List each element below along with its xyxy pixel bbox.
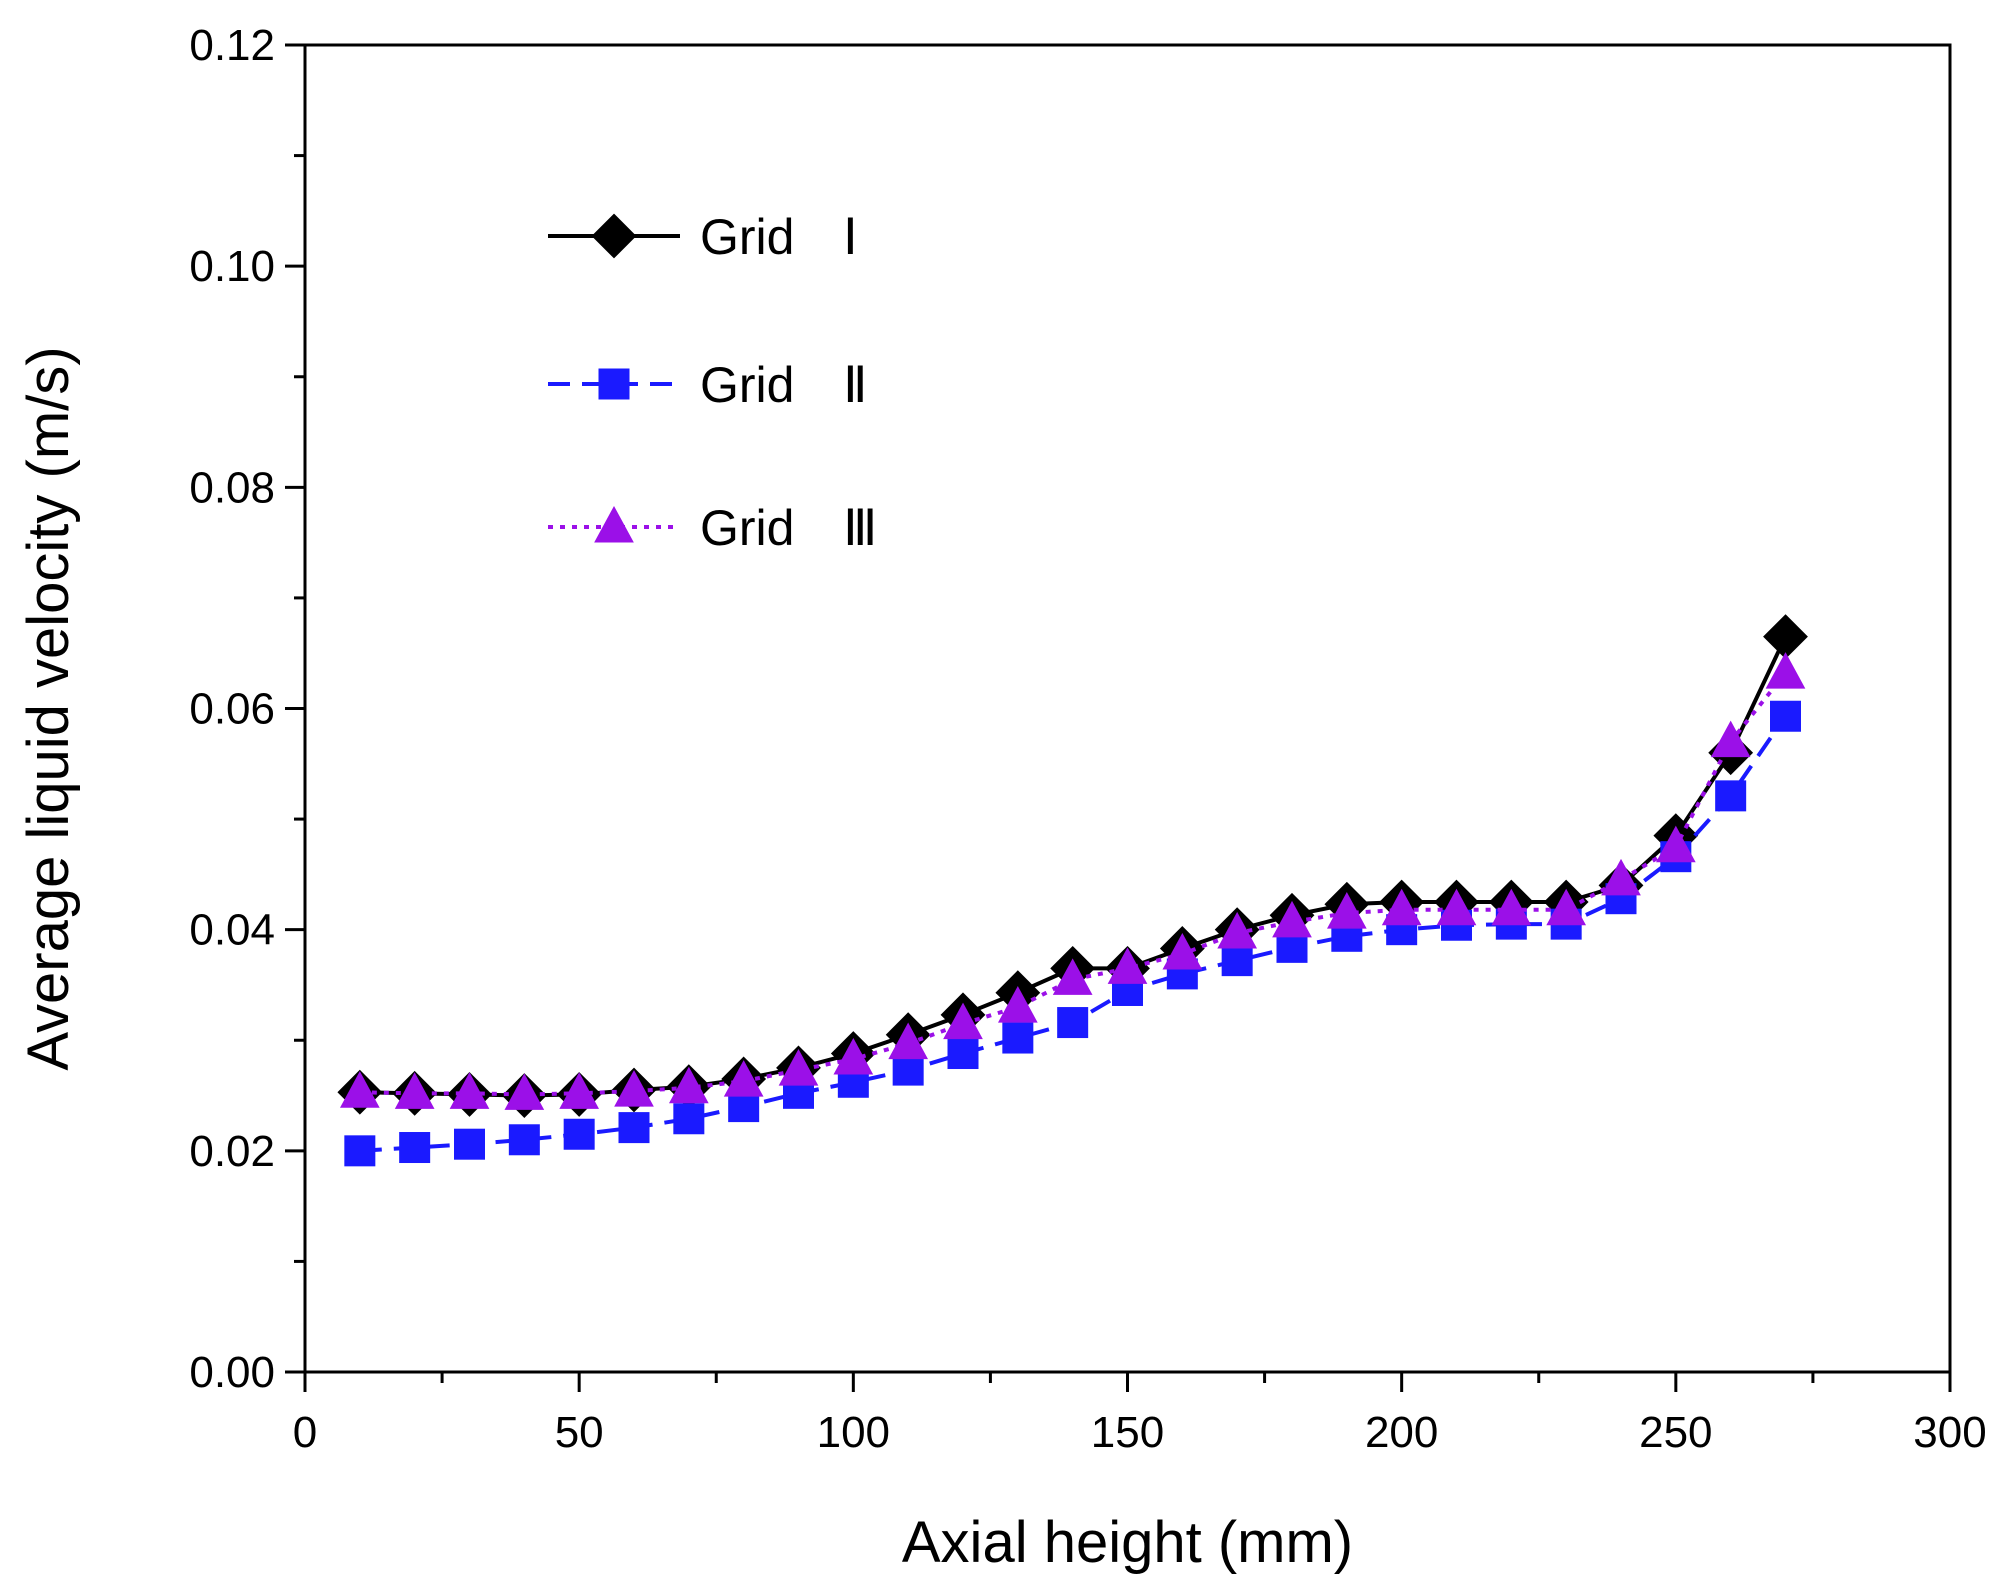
series-3-point — [668, 1066, 709, 1104]
y-tick-label: 0.08 — [189, 463, 275, 512]
series-layer — [337, 614, 1808, 1167]
series-3-point — [1272, 900, 1312, 938]
series-1-point — [1763, 614, 1808, 660]
series-3-point — [1436, 888, 1477, 926]
series-2-point — [344, 1135, 376, 1167]
series-2-point — [892, 1054, 924, 1086]
y-tick-label: 0.06 — [189, 685, 275, 734]
series-3-point — [888, 1022, 929, 1060]
y-tick-label: 0.02 — [189, 1127, 275, 1176]
legend-marker-2 — [598, 368, 630, 400]
y-tick-label: 0.10 — [189, 242, 275, 291]
series-2-point — [399, 1132, 431, 1164]
legend-marker-1 — [591, 213, 637, 259]
series-3 — [339, 652, 1806, 1110]
series-2-point — [563, 1118, 595, 1150]
series-2-point — [1770, 700, 1801, 732]
series-3-point — [1601, 858, 1641, 896]
series-2-point — [1715, 780, 1747, 812]
series-2-point — [618, 1112, 650, 1144]
series-3-point — [1162, 932, 1203, 970]
series-3-point — [614, 1070, 654, 1107]
series-3-point — [504, 1073, 545, 1110]
x-tick-label: 200 — [1365, 1408, 1438, 1457]
series-2-point — [454, 1128, 485, 1160]
series-1 — [337, 614, 1808, 1118]
x-tick-label: 300 — [1913, 1408, 1986, 1457]
x-tick-label: 0 — [293, 1408, 317, 1457]
series-2-point — [947, 1038, 979, 1070]
legend: Grid Ⅰ Grid Ⅱ Grid Ⅲ — [548, 209, 877, 556]
legend-numeral-3: Ⅲ — [843, 500, 877, 556]
legend-marker-3 — [594, 505, 634, 543]
series-3-point — [1326, 892, 1367, 929]
series-2-point — [673, 1103, 705, 1135]
legend-label-1: Grid — [700, 209, 794, 265]
series-2-point — [508, 1124, 540, 1156]
x-tick-label: 50 — [555, 1408, 604, 1457]
series-3-point — [1710, 720, 1751, 758]
series-3-point — [1655, 825, 1696, 863]
series-2-point — [1002, 1022, 1034, 1054]
y-tick-label: 0.04 — [189, 906, 275, 955]
series-3-point — [449, 1072, 490, 1109]
series-3-point — [833, 1038, 874, 1075]
legend-numeral-1: Ⅰ — [843, 209, 858, 265]
x-tick-label: 150 — [1091, 1408, 1164, 1457]
series-2-point — [1057, 1007, 1089, 1039]
plot-axes: 0 50 100 150 200 250 300 0.00 0.02 0.04 0.06 0.08 0.… — [189, 21, 1986, 1457]
series-3-point — [943, 1002, 983, 1040]
series-3-point — [1765, 652, 1806, 689]
legend-numeral-2: Ⅱ — [843, 357, 868, 413]
y-axis-title: Average liquid velocity (m/s) — [16, 346, 81, 1070]
x-axis-title: Axial height (mm) — [902, 1510, 1353, 1575]
x-tick-label: 100 — [817, 1408, 890, 1457]
series-3-point — [1491, 888, 1532, 926]
series-3-point — [1107, 947, 1148, 984]
series-3-point — [1052, 958, 1093, 995]
series-2-point — [1221, 945, 1253, 977]
series-3-point — [723, 1060, 764, 1097]
x-tick-label: 250 — [1639, 1408, 1712, 1457]
plot-frame — [303, 43, 1952, 1374]
y-tick-label: 0.12 — [189, 21, 275, 70]
y-tick-label: 0.00 — [189, 1348, 275, 1397]
series-3-point — [778, 1049, 819, 1086]
legend-label-2: Grid — [700, 357, 794, 413]
series-3-point — [1381, 888, 1422, 926]
series-3-point — [394, 1072, 435, 1109]
series-3-point — [1546, 888, 1587, 926]
series-3-line — [359, 671, 1788, 1097]
legend-label-3: Grid — [700, 500, 794, 556]
series-3-point — [1217, 911, 1258, 949]
series-3-point — [559, 1072, 600, 1109]
series-3-point — [339, 1071, 380, 1108]
series-3-point — [997, 986, 1038, 1023]
